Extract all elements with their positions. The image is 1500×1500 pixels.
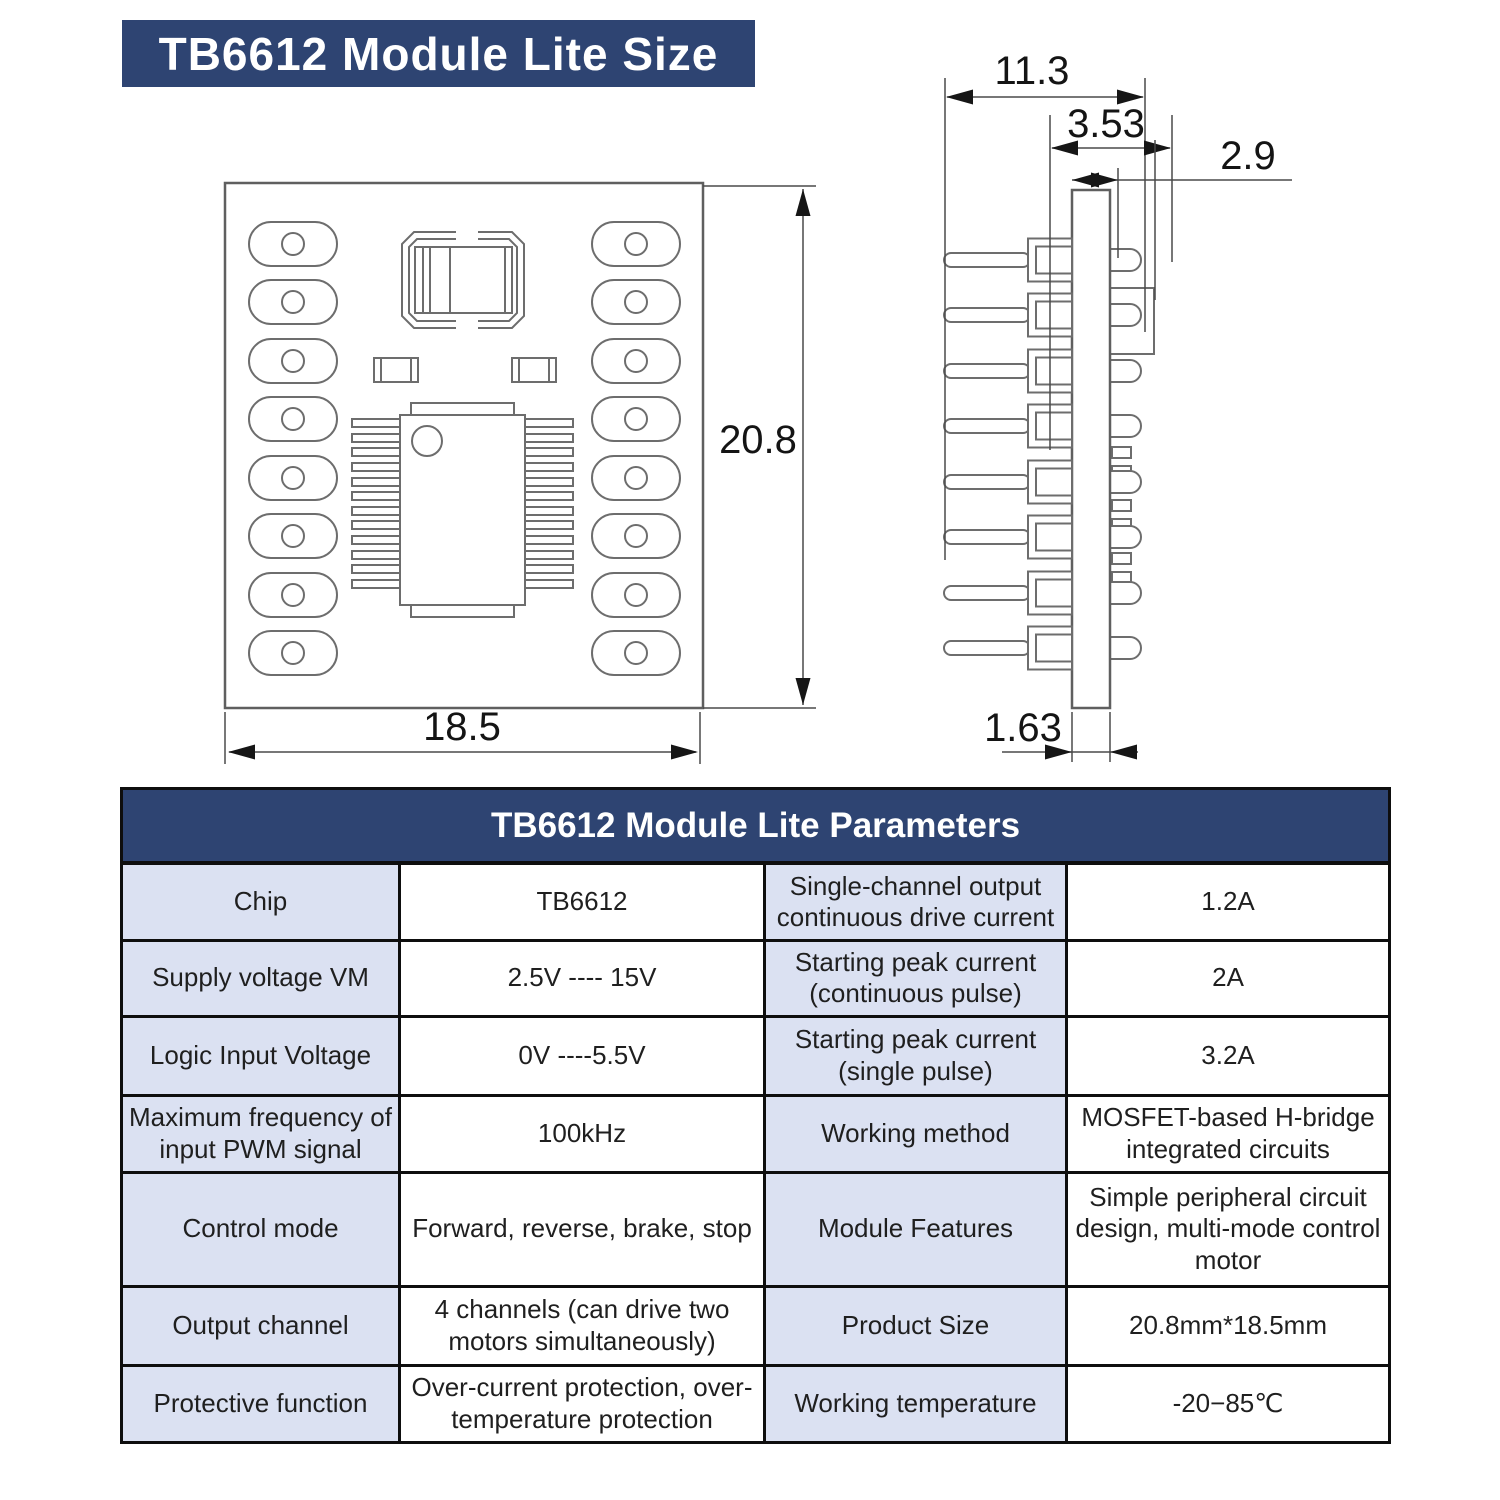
dimension-board-width: 18.5 (224, 705, 701, 764)
parameters-table: TB6612 Module Lite Parameters Chip TB661… (119, 787, 1392, 1444)
param-name-cell: Product Size (763, 1284, 1068, 1367)
param-name-cell: Working method (763, 1093, 1068, 1174)
param-name-cell: Chip (120, 861, 401, 942)
param-name-cell: Protective function (120, 1363, 401, 1444)
param-value-cell: 2.5V ---- 15V (398, 938, 766, 1018)
side-header-pins (943, 237, 1073, 671)
dimension-pin-length: 11.3 (944, 49, 1146, 560)
param-name-cell: Output channel (120, 1284, 401, 1367)
table-row: Control mode Forward, reverse, brake, st… (120, 1170, 1392, 1288)
param-value-cell: 4 channels (can drive two motors simulta… (398, 1284, 766, 1367)
param-name-cell: Starting peak current (single pulse) (763, 1014, 1068, 1097)
smd-resistor-left (373, 357, 419, 383)
ic-chip (351, 402, 574, 618)
dimension-board-thickness: 1.63 (984, 706, 1138, 762)
param-value-cell: 1.2A (1064, 861, 1392, 942)
param-value-cell: 0V ----5.5V (398, 1014, 766, 1097)
dimension-drawing: 20.8 18.5 (223, 49, 1292, 764)
param-value-cell: 100kHz (398, 1093, 766, 1174)
side-pin-ends (1109, 248, 1142, 660)
pad-column-left (248, 221, 338, 676)
param-name-cell: Control mode (120, 1170, 401, 1288)
ic-pins-right (524, 418, 574, 589)
title-banner: TB6612 Module Lite Size (122, 20, 755, 87)
ic-pins-left (351, 418, 401, 589)
side-view: 11.3 3.53 2.9 1.63 (943, 49, 1292, 762)
dimension-header-width: 3.53 (1049, 102, 1173, 450)
table-row: Maximum frequency of input PWM signal 10… (120, 1093, 1392, 1174)
param-value-cell: TB6612 (398, 861, 766, 942)
table-row: Logic Input Voltage 0V ----5.5V Starting… (120, 1014, 1392, 1097)
table-row: Output channel 4 channels (can drive two… (120, 1284, 1392, 1367)
board-thickness-label: 1.63 (984, 706, 1062, 750)
param-value-cell: 20.8mm*18.5mm (1064, 1284, 1392, 1367)
param-name-cell: Logic Input Voltage (120, 1014, 401, 1097)
table-row: Protective function Over-current protect… (120, 1363, 1392, 1444)
pad-column-right (591, 221, 681, 676)
table-header-row: TB6612 Module Lite Parameters (119, 787, 1392, 865)
board-width-label: 18.5 (423, 705, 501, 749)
param-value-cell: 3.2A (1064, 1014, 1392, 1097)
pin1-marker (411, 425, 443, 457)
param-name-cell: Starting peak current (continuous pulse) (763, 938, 1068, 1018)
title-banner-text: TB6612 Module Lite Size (158, 27, 719, 80)
param-name-cell: Working temperature (763, 1363, 1068, 1444)
table-row: Supply voltage VM 2.5V ---- 15V Starting… (120, 938, 1392, 1018)
param-value-cell: -20−85℃ (1064, 1363, 1392, 1444)
component-depth-label: 2.9 (1220, 134, 1276, 178)
board-height-label: 20.8 (719, 418, 797, 462)
connector-footprint (401, 231, 525, 329)
param-value-cell: 2A (1064, 938, 1392, 1018)
param-name-cell: Maximum frequency of input PWM signal (120, 1093, 401, 1174)
param-value-cell: Forward, reverse, brake, stop (398, 1170, 766, 1288)
pcb-outline (223, 181, 705, 710)
dimension-board-height: 20.8 (703, 185, 816, 709)
param-name-cell: Single-channel output continuous drive c… (763, 861, 1068, 942)
param-name-cell: Supply voltage VM (120, 938, 401, 1018)
pcb-edge (1070, 188, 1112, 710)
header-width-label: 3.53 (1067, 102, 1145, 146)
table-title: TB6612 Module Lite Parameters (119, 787, 1392, 865)
front-view: 20.8 18.5 (223, 181, 816, 764)
param-name-cell: Module Features (763, 1170, 1068, 1288)
param-value-cell: MOSFET-based H-bridge integrated circuit… (1064, 1093, 1392, 1174)
param-value-cell: Over-current protection, over-temperatur… (398, 1363, 766, 1444)
pin-length-label: 11.3 (995, 49, 1070, 93)
dimension-component-depth: 2.9 (1072, 134, 1292, 300)
table-row: Chip TB6612 Single-channel output contin… (120, 861, 1392, 942)
smd-resistor-right (511, 357, 557, 383)
param-value-cell: Simple peripheral circuit design, multi-… (1064, 1170, 1392, 1288)
side-smd-stack (1111, 446, 1132, 584)
